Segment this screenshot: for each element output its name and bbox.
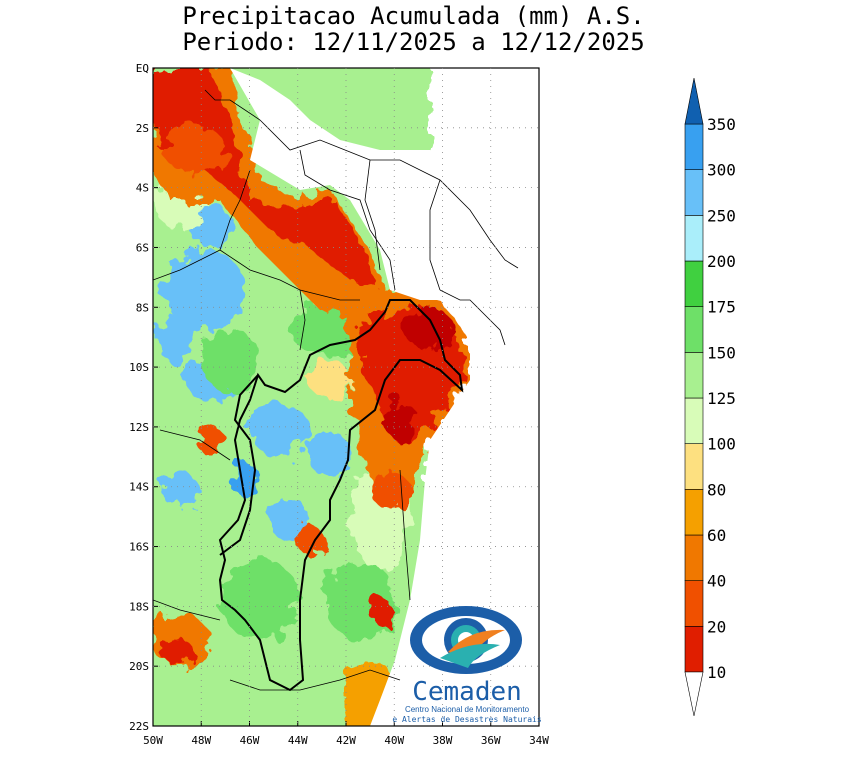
colorbar-label: 300	[707, 161, 736, 180]
colorbar-segment	[684, 397, 704, 444]
colorbar-top-arrow	[684, 77, 704, 125]
cemaden-logo: Cemaden Centro Nacional de Monitoramento…	[392, 606, 542, 724]
state-borders	[153, 89, 519, 691]
lat-label: 20S	[129, 660, 149, 673]
lon-label: 42W	[336, 734, 356, 747]
longitude-labels: 50W 48W 46W 44W 42W 40W 38W 36W 34W	[143, 734, 549, 747]
lon-label: 34W	[529, 734, 549, 747]
latitude-labels: EQ 2S 4S 6S 8S 10S 12S 14S 16S 18S 20S 22S	[129, 62, 149, 733]
map-gridlines	[152, 67, 540, 727]
lon-label: 38W	[433, 734, 453, 747]
colorbar-label: 200	[707, 252, 736, 271]
lat-label: 4S	[136, 182, 149, 195]
colorbar-segment	[684, 215, 704, 262]
logo-subtitle-line2: e Alertas de Desastres Naturais	[392, 715, 541, 724]
colorbar-segment	[684, 489, 704, 536]
colorbar-label: 175	[707, 298, 736, 317]
map-title-line1: Precipitacao Acumulada (mm) A.S.	[182, 2, 645, 30]
colorbar-label: 125	[707, 389, 736, 408]
colorbar-segment	[684, 260, 704, 307]
lat-label: 2S	[136, 122, 149, 135]
no-data-north	[210, 68, 539, 726]
colorbar-label: 80	[707, 480, 726, 499]
colorbar-label: 10	[707, 663, 726, 682]
lat-label: 22S	[129, 720, 149, 733]
colorbar-segment	[684, 580, 704, 627]
lat-label: 12S	[129, 421, 149, 434]
colorbar-label: 100	[707, 435, 736, 454]
precipitation-field	[153, 68, 539, 726]
lon-label: 44W	[288, 734, 308, 747]
colorbar-segment	[684, 626, 704, 673]
lon-label: 48W	[191, 734, 211, 747]
colorbar-segment	[684, 534, 704, 581]
lon-label: 50W	[143, 734, 163, 747]
colorbar-segment	[684, 352, 704, 399]
colorbar-segment	[684, 123, 704, 170]
lat-label: 14S	[129, 481, 149, 494]
colorbar-label: 250	[707, 206, 736, 225]
colorbar-labels: 10 20 40 60 80 100 125 150 175 200 250 300 350	[707, 115, 736, 682]
lat-label: EQ	[136, 62, 149, 75]
lat-label: 16S	[129, 541, 149, 554]
lat-label: 6S	[136, 241, 149, 254]
lon-label: 40W	[384, 734, 404, 747]
lon-label: 36W	[481, 734, 501, 747]
logo-name: Cemaden	[412, 677, 522, 707]
colorbar-label: 40	[707, 572, 726, 591]
colorbar-label: 60	[707, 526, 726, 545]
colorbar-bottom-arrow	[684, 671, 704, 717]
colorbar-label: 350	[707, 115, 736, 134]
colorbar-segment	[684, 443, 704, 490]
colorbar-segment	[684, 306, 704, 353]
basin-outline	[218, 299, 464, 692]
colorbar	[684, 77, 704, 717]
colorbar-label: 20	[707, 617, 726, 636]
colorbar-segment	[684, 169, 704, 216]
logo-subtitle-line1: Centro Nacional de Monitoramento	[405, 705, 530, 714]
map-title-line2: Periodo: 12/11/2025 a 12/12/2025	[182, 28, 645, 56]
lat-label: 10S	[129, 361, 149, 374]
lon-label: 46W	[240, 734, 260, 747]
lat-label: 18S	[129, 600, 149, 613]
lat-label: 8S	[136, 301, 149, 314]
colorbar-label: 150	[707, 343, 736, 362]
